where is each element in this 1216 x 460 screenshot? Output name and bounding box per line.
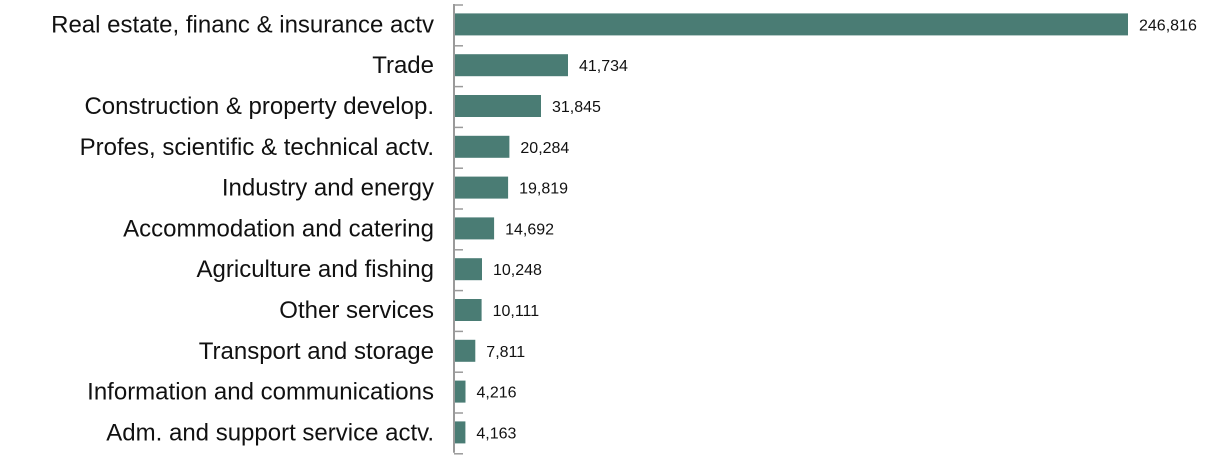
value-label-5: 14,692 [505, 221, 554, 238]
value-label-10: 4,163 [476, 425, 516, 442]
category-label-10: Adm. and support service actv. [106, 419, 434, 446]
y-axis [453, 4, 463, 455]
bar-0 [454, 13, 1128, 36]
value-label-4: 19,819 [519, 181, 568, 198]
bar-1 [454, 54, 568, 77]
bar-4 [454, 176, 509, 199]
value-label-6: 10,248 [493, 262, 542, 279]
category-label-2: Construction & property develop. [84, 93, 434, 120]
value-label-7: 10,111 [493, 303, 540, 320]
bar-7 [454, 299, 482, 321]
category-label-8: Transport and storage [199, 338, 434, 365]
bar-9 [454, 380, 466, 403]
category-label-7: Other services [279, 297, 434, 324]
category-label-9: Information and communications [87, 379, 434, 406]
value-label-9: 4,216 [477, 385, 517, 402]
category-label-1: Trade [372, 52, 434, 79]
value-label-8: 7,811 [486, 344, 525, 361]
value-label-3: 20,284 [520, 140, 569, 157]
value-label-1: 41,734 [579, 58, 628, 75]
bar-8 [454, 339, 476, 362]
bar-3 [454, 135, 510, 158]
category-label-5: Accommodation and catering [123, 215, 434, 242]
bar-10 [454, 421, 466, 444]
bar-2 [454, 95, 541, 117]
category-label-0: Real estate, financ & insurance actv [51, 11, 434, 38]
value-label-0: 246,816 [1139, 17, 1197, 34]
bar-6 [454, 258, 482, 281]
bars-layer [454, 13, 1128, 444]
category-label-4: Industry and energy [222, 175, 434, 202]
category-label-3: Profes, scientific & technical actv. [80, 134, 434, 161]
labels-layer: Real estate, financ & insurance actv 246,… [51, 11, 1197, 446]
value-label-2: 31,845 [552, 99, 601, 116]
bar-5 [454, 217, 495, 240]
category-label-6: Agriculture and fishing [197, 256, 434, 283]
